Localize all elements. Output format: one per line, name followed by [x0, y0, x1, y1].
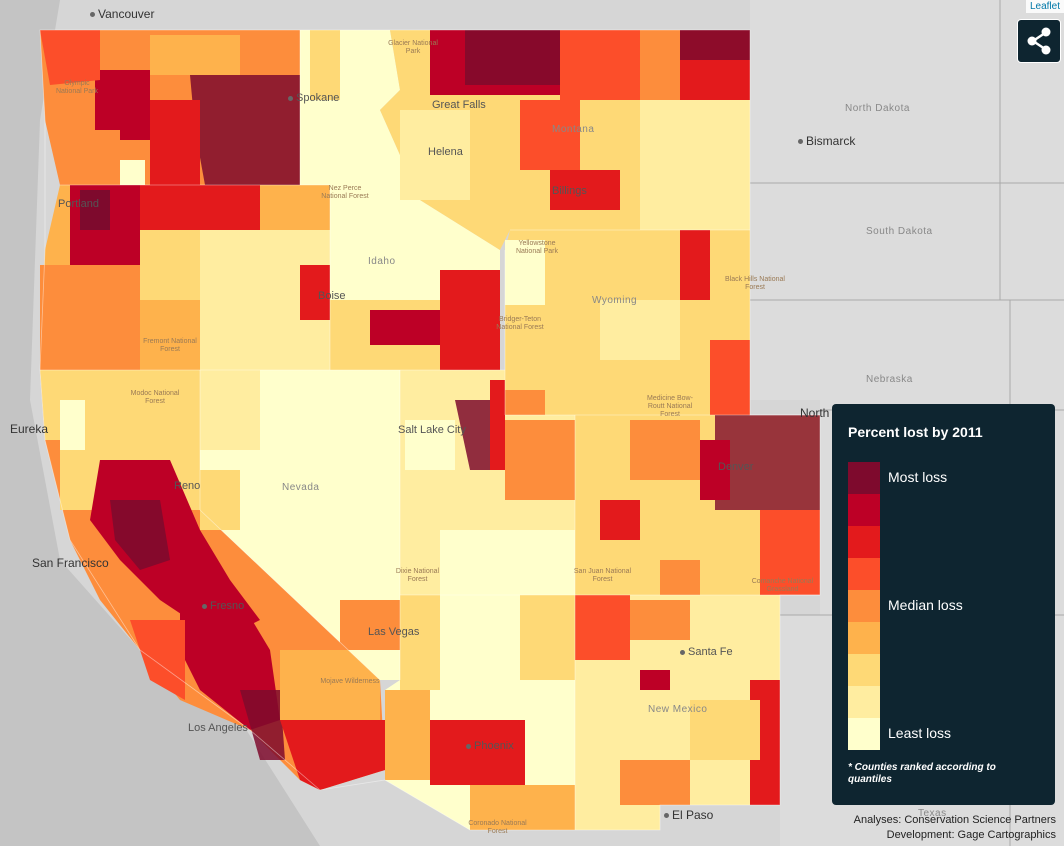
- city-label: Salt Lake City: [398, 424, 466, 436]
- legend-swatch: [848, 558, 880, 590]
- forest-label: Olympic National Park: [55, 80, 99, 95]
- city-label: Billings: [552, 185, 587, 197]
- state-label: New Mexico: [648, 704, 708, 715]
- city-label: Portland: [58, 198, 99, 210]
- city-label: Great Falls: [432, 99, 486, 111]
- legend-note: * Counties ranked according to quantiles: [848, 762, 996, 785]
- city-label: Denver: [718, 461, 754, 473]
- city-label: Los Angeles: [188, 722, 248, 734]
- legend-swatch: [848, 462, 880, 494]
- forest-label: Black Hills National Forest: [725, 276, 785, 291]
- city-dot-icon: [288, 95, 293, 101]
- state-label: Texas: [918, 808, 947, 819]
- legend-swatch: [848, 686, 880, 718]
- forest-label: Mojave Wilderness: [320, 678, 380, 685]
- legend-median-label: Median loss: [888, 597, 963, 613]
- legend-swatch: [848, 526, 880, 558]
- forest-label: San Juan National Forest: [573, 568, 632, 583]
- credit-analyses: Analyses: Conservation Science Partners: [853, 814, 1056, 826]
- city-label: Phoenix: [466, 740, 514, 752]
- state-label: Wyoming: [592, 295, 638, 306]
- legend-swatch: [848, 622, 880, 654]
- forest-label: Bridger-Teton National Forest: [496, 316, 544, 331]
- state-label: Nevada: [282, 482, 320, 493]
- state-label: South Dakota: [866, 226, 933, 237]
- city-label: San Francisco: [32, 556, 109, 570]
- forest-label: Glacier National Park: [388, 40, 438, 55]
- city-label: Santa Fe: [680, 646, 733, 658]
- legend-panel: Percent lost by 2011 Most loss Median lo…: [832, 404, 1055, 805]
- city-label: Eureka: [10, 422, 49, 436]
- forest-label: Nez Perce National Forest: [321, 185, 369, 200]
- city-label: Reno: [174, 480, 201, 492]
- share-button[interactable]: [1017, 19, 1061, 63]
- state-label: Montana: [552, 124, 595, 135]
- legend-swatch: [848, 590, 880, 622]
- state-label: Nebraska: [866, 374, 913, 385]
- city-label: Vancouver: [90, 7, 154, 21]
- city-label: Boise: [318, 290, 346, 302]
- legend-most-label: Most loss: [888, 469, 948, 485]
- city-label: Helena: [428, 146, 463, 158]
- city-label: Spokane: [288, 92, 339, 104]
- city-dot-icon: [680, 649, 685, 655]
- forest-label: Yellowstone National Park: [515, 240, 559, 255]
- legend-title: Percent lost by 2011: [848, 424, 983, 440]
- city-dot-icon: [90, 12, 95, 18]
- forest-label: Fremont National Forest: [143, 338, 197, 353]
- city-dot-icon: [466, 743, 471, 749]
- share-icon: [1027, 27, 1051, 55]
- city-label: Fresno: [202, 600, 244, 612]
- city-label: Las Vegas: [368, 626, 420, 638]
- credit-development: Development: Gage Cartographics: [886, 829, 1056, 841]
- forest-label: Modoc National Forest: [130, 390, 180, 405]
- city-dot-icon: [664, 813, 669, 819]
- legend-swatch: [848, 494, 880, 526]
- city-label: Bismarck: [798, 134, 855, 148]
- leaflet-attribution-link[interactable]: Leaflet: [1025, 0, 1064, 13]
- legend-least-label: Least loss: [888, 725, 952, 741]
- forest-label: Medicine Bow-Routt National Forest: [647, 395, 693, 418]
- legend-swatch: [848, 718, 880, 750]
- city-dot-icon: [798, 139, 803, 145]
- state-label: North Dakota: [845, 103, 910, 114]
- city-label: North: [800, 406, 830, 420]
- legend-swatch: [848, 654, 880, 686]
- state-label: Idaho: [368, 256, 396, 267]
- forest-label: Dixie National Forest: [395, 568, 440, 583]
- forest-label: Comanche National Grassland: [751, 578, 814, 593]
- credits: Analyses: Conservation Science Partners …: [854, 813, 1056, 843]
- forest-label: Coronado National Forest: [468, 820, 527, 835]
- city-label: El Paso: [664, 808, 713, 822]
- city-dot-icon: [202, 603, 207, 609]
